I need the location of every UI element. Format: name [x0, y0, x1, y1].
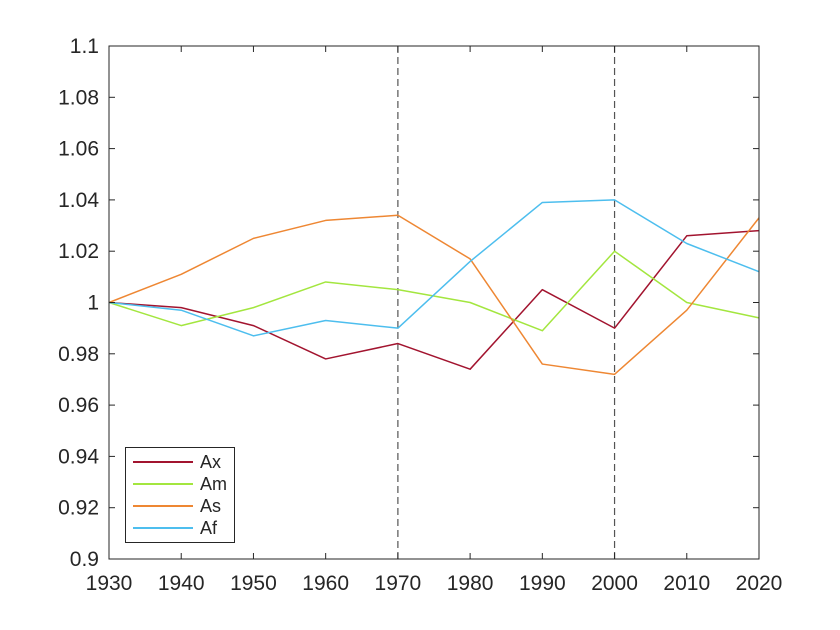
y-tick-label: 0.96 — [58, 394, 99, 417]
legend-label: Af — [200, 518, 218, 538]
y-tick-label: 0.9 — [70, 548, 99, 571]
legend-label: Am — [200, 474, 227, 494]
x-tick-label: 1930 — [86, 572, 133, 595]
series-line-as — [108, 214, 760, 376]
y-tick-label: 1.04 — [58, 189, 99, 212]
y-tick-label: 1.02 — [58, 240, 99, 263]
y-tick-label: 0.98 — [58, 343, 99, 366]
x-tick-label: 2000 — [591, 572, 638, 595]
x-tick-label: 1960 — [302, 572, 349, 595]
legend-line-swatch — [133, 527, 193, 529]
x-tick-label: 1990 — [519, 572, 566, 595]
series-line-af — [108, 199, 760, 337]
series-line-ax — [108, 229, 760, 370]
legend-item-af: Af — [133, 518, 234, 539]
y-tick-label: 1 — [87, 292, 99, 315]
x-tick-label: 1950 — [230, 572, 277, 595]
legend-line-swatch — [133, 461, 193, 463]
legend: Ax Am As Af — [125, 447, 235, 543]
y-tick-label: 1.06 — [58, 138, 99, 161]
y-tick-label: 0.92 — [58, 497, 99, 520]
legend-item-as: As — [133, 496, 234, 517]
y-tick-label: 0.94 — [58, 445, 99, 468]
legend-line-swatch — [133, 505, 193, 507]
x-tick-label: 2020 — [736, 572, 783, 595]
series-line-am — [108, 250, 760, 332]
y-tick-label: 1.1 — [70, 35, 99, 58]
y-tick-label: 1.08 — [58, 86, 99, 109]
legend-label: Ax — [200, 452, 222, 472]
x-tick-label: 1970 — [375, 572, 422, 595]
x-tick-label: 1980 — [447, 572, 494, 595]
x-tick-label: 1940 — [158, 572, 205, 595]
legend-item-am: Am — [133, 474, 234, 495]
legend-item-ax: Ax — [133, 452, 234, 473]
legend-line-swatch — [133, 483, 193, 485]
legend-label: As — [200, 496, 222, 516]
x-tick-label: 2010 — [663, 572, 710, 595]
